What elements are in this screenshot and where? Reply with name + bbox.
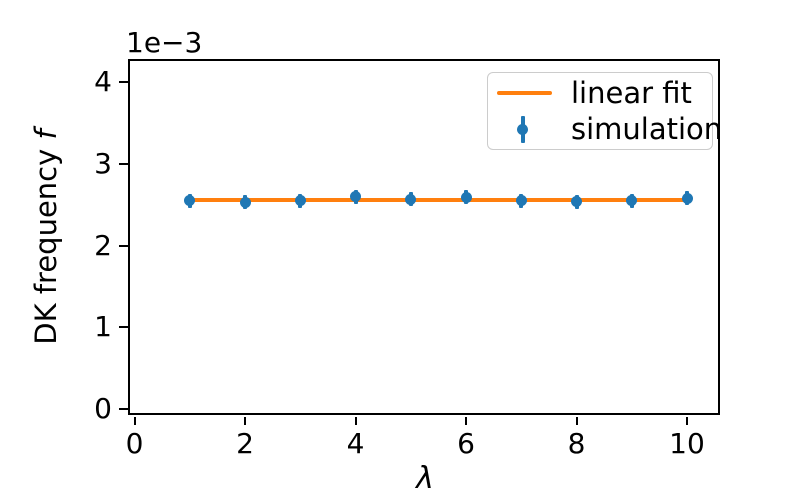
x-tick-label: 4: [346, 427, 365, 460]
x-tick-mark: [133, 417, 136, 425]
x-tick-mark: [686, 417, 688, 425]
y-tick-label: 4: [94, 65, 112, 99]
data-point: [515, 195, 527, 207]
x-tick-label: 0: [125, 427, 144, 460]
y-axis-label-symbol: f: [29, 129, 63, 140]
data-point: [239, 196, 251, 208]
legend-entry-label: simulation: [571, 112, 723, 146]
data-point: [405, 193, 417, 205]
legend-point-sample: [517, 124, 528, 135]
y-axis-label-text: DK frequency: [29, 148, 63, 345]
data-point: [626, 195, 638, 207]
x-tick-label: 2: [236, 427, 254, 460]
y-tick-mark: [119, 408, 128, 410]
y-tick-mark: [119, 244, 128, 247]
x-tick-label: 6: [457, 427, 475, 460]
legend: linear fit simulation: [487, 72, 722, 150]
x-tick-mark: [575, 417, 578, 425]
data-point: [681, 192, 693, 204]
data-point: [294, 195, 306, 207]
x-tick-label: 10: [669, 427, 705, 460]
data-point: [460, 191, 472, 203]
linear-fit-line: [189, 197, 687, 202]
y-tick-label: 0: [94, 392, 112, 425]
y-axis-label: DK frequency f: [29, 129, 63, 344]
y-tick-label: 2: [94, 228, 112, 262]
data-point: [571, 196, 582, 208]
x-tick-mark: [354, 417, 357, 425]
y-tick-label: 1: [94, 310, 112, 344]
data-point: [184, 195, 196, 207]
x-tick-mark: [465, 417, 467, 425]
y-tick-mark: [119, 326, 128, 329]
x-tick-mark: [244, 417, 246, 425]
data-point: [350, 191, 361, 203]
y-axis-offset-text: 1e−3: [126, 26, 203, 59]
x-axis-label: λ: [416, 461, 434, 496]
x-tick-label: 8: [567, 427, 586, 460]
legend-linear-fit-line-sample: [497, 91, 552, 95]
y-tick-label: 3: [94, 146, 112, 180]
legend-entry-label: linear fit: [571, 76, 692, 110]
y-tick-mark: [119, 162, 128, 165]
y-tick-mark: [119, 81, 128, 84]
